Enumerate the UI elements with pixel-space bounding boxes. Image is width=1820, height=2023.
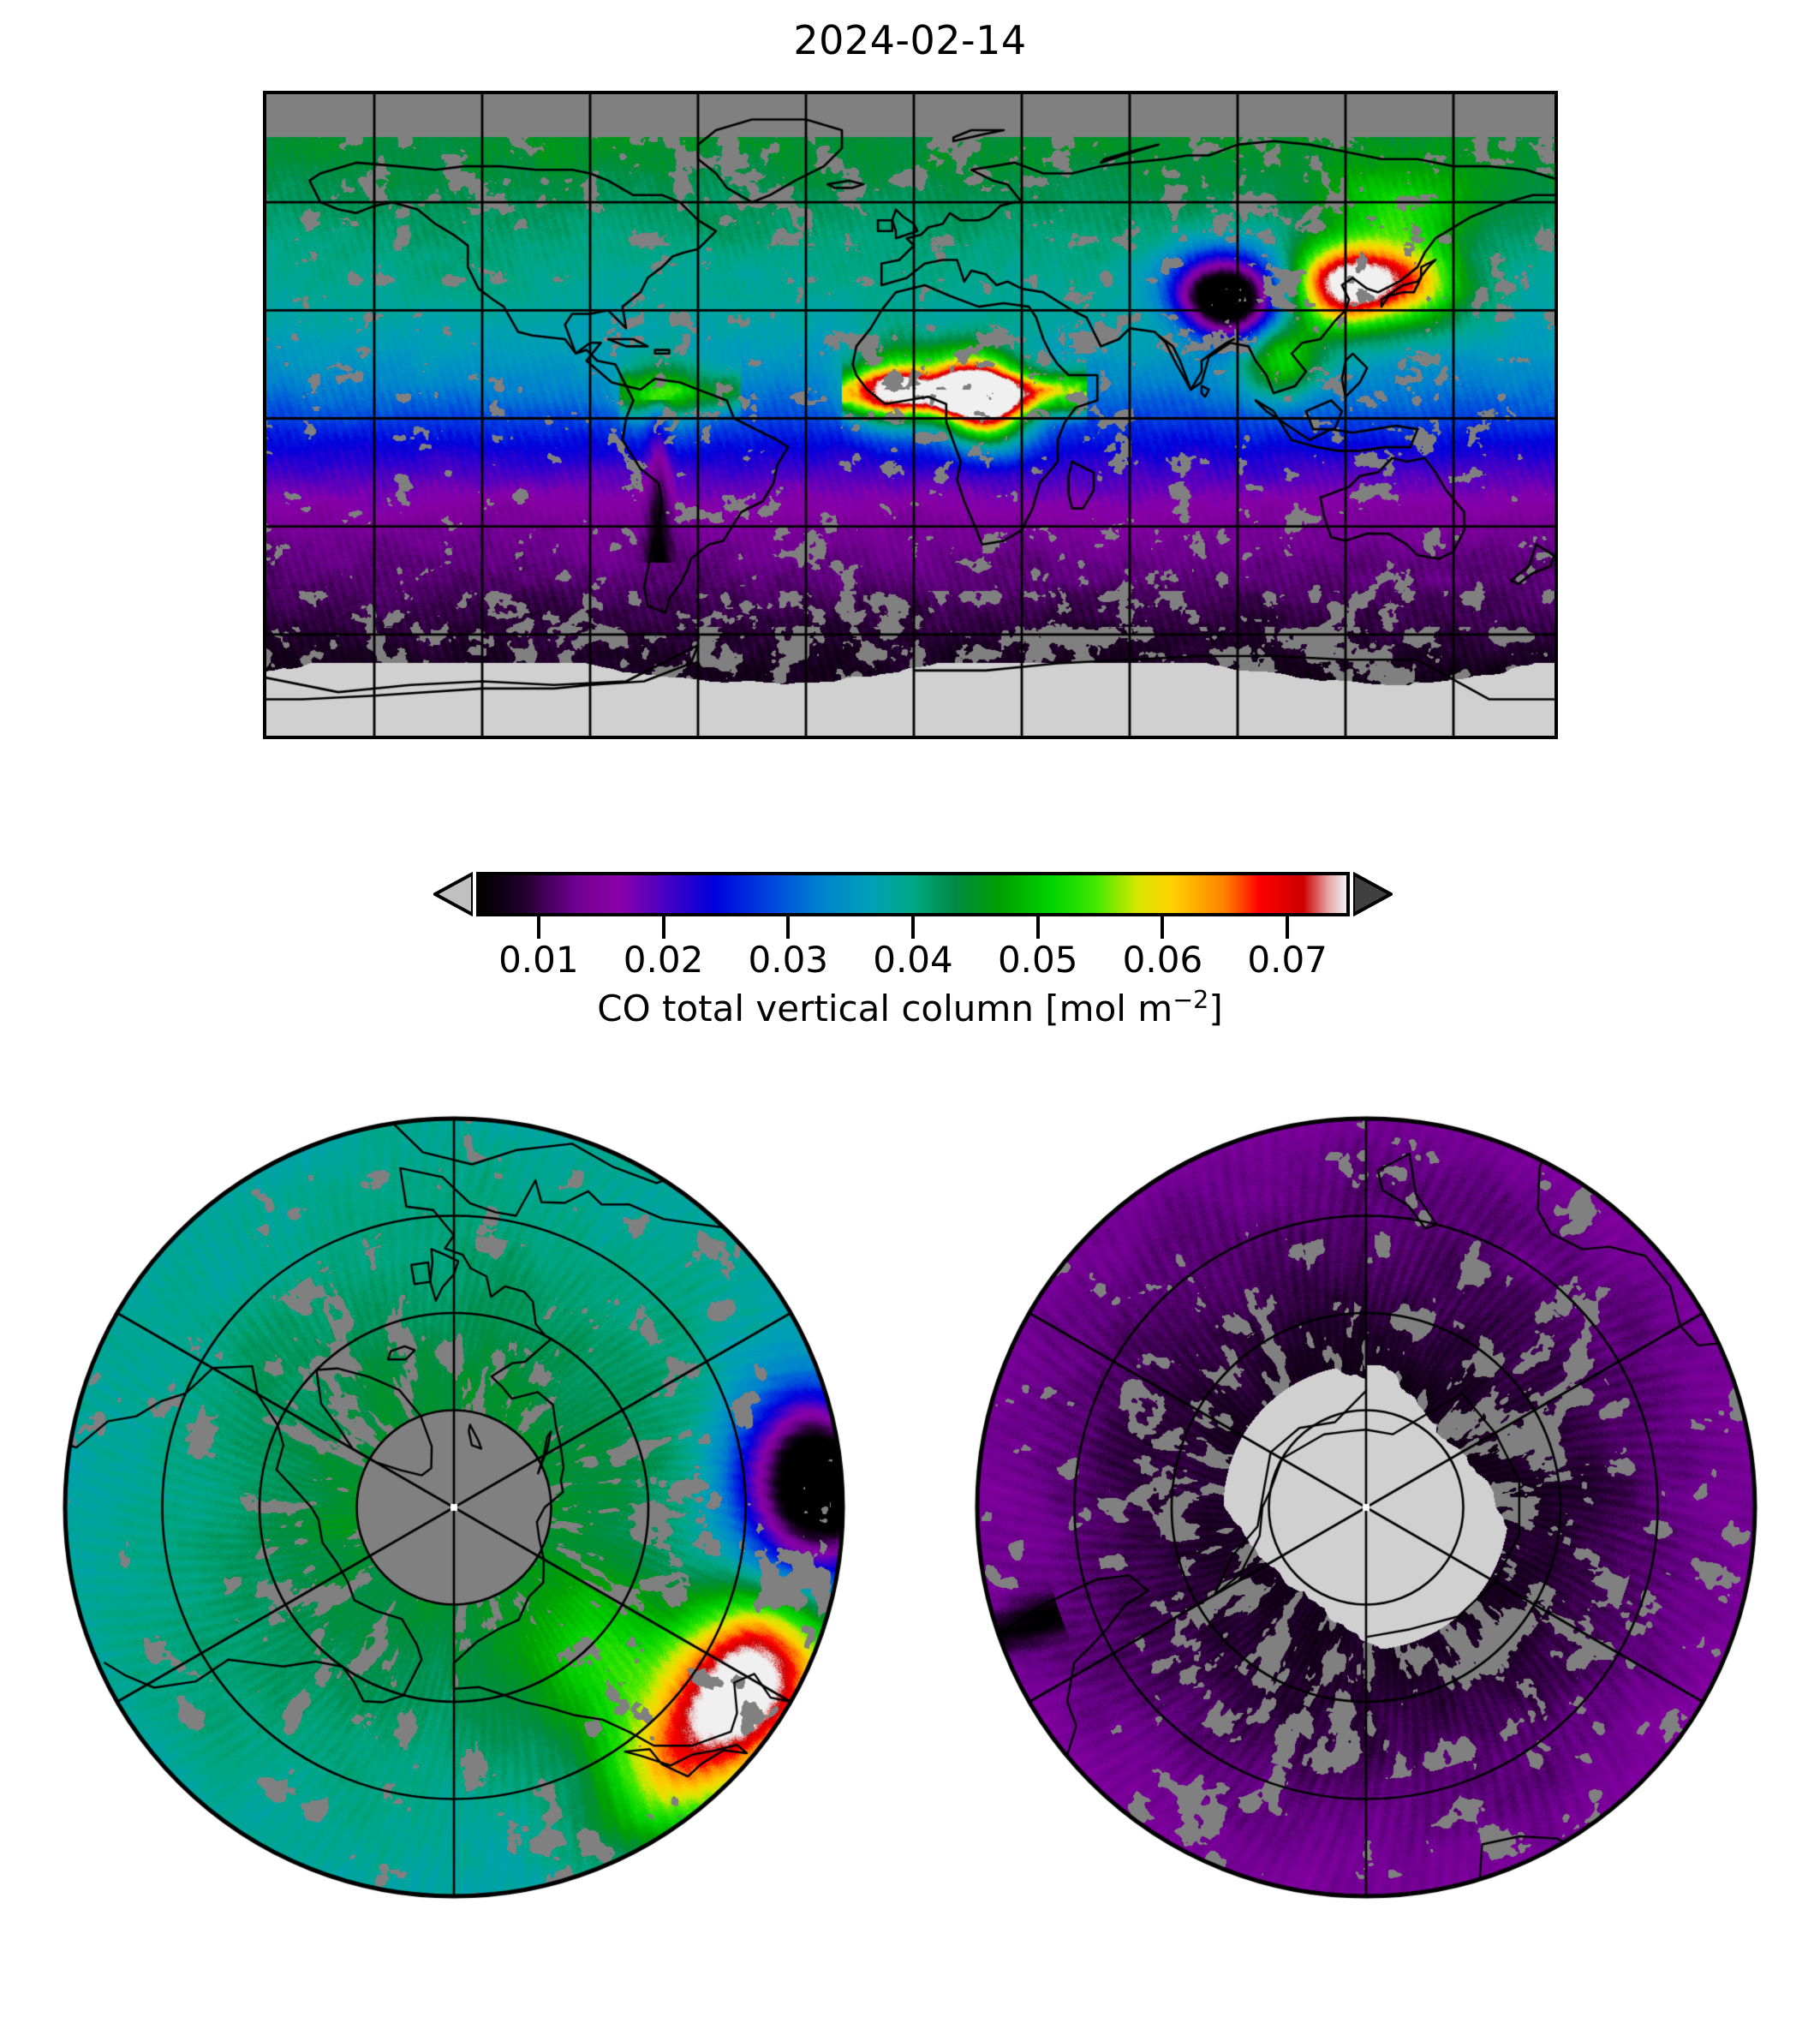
colorbar-tick bbox=[786, 916, 791, 939]
colorbar-tick bbox=[536, 916, 540, 939]
colorbar-gradient bbox=[480, 875, 1346, 913]
colorbar-tick-label: 0.04 bbox=[873, 939, 953, 981]
colorbar-tick-label: 0.01 bbox=[498, 939, 579, 981]
colorbar-tick-label: 0.06 bbox=[1122, 939, 1203, 981]
global-map-panel bbox=[263, 91, 1558, 739]
south-polar-map-panel bbox=[972, 1113, 1760, 1901]
colorbar-tick-label: 0.05 bbox=[997, 939, 1078, 981]
colorbar-ticks bbox=[476, 916, 1350, 939]
colorbar-axis-label: CO total vertical column [mol m−2] bbox=[597, 985, 1223, 1029]
colorbar-tick-labels: 0.01 0.02 0.03 0.04 0.05 0.06 0.07 bbox=[476, 939, 1350, 983]
colorbar-gradient-bar bbox=[476, 872, 1350, 916]
colorbar-over-arrow-icon bbox=[1353, 872, 1393, 916]
colorbar-group: 0.01 0.02 0.03 0.04 0.05 0.06 0.07 CO total ve… bbox=[0, 856, 1820, 1045]
colorbar bbox=[433, 872, 1393, 916]
colorbar-tick-label: 0.03 bbox=[748, 939, 829, 981]
colorbar-tick bbox=[661, 916, 665, 939]
colorbar-tick-label: 0.02 bbox=[623, 939, 704, 981]
north-polar-map-image bbox=[60, 1113, 848, 1901]
global-map-image bbox=[266, 94, 1554, 736]
colorbar-under-arrow-icon bbox=[433, 872, 473, 916]
page-title: 2024-02-14 bbox=[793, 17, 1027, 63]
colorbar-label-exponent: −2 bbox=[1173, 985, 1209, 1014]
north-polar-map-panel bbox=[60, 1113, 848, 1901]
colorbar-tick bbox=[1035, 916, 1040, 939]
colorbar-tick bbox=[1286, 916, 1290, 939]
colorbar-tick bbox=[1161, 916, 1165, 939]
colorbar-tick-label: 0.07 bbox=[1247, 939, 1328, 981]
colorbar-tick bbox=[911, 916, 915, 939]
south-polar-map-image bbox=[972, 1113, 1760, 1901]
